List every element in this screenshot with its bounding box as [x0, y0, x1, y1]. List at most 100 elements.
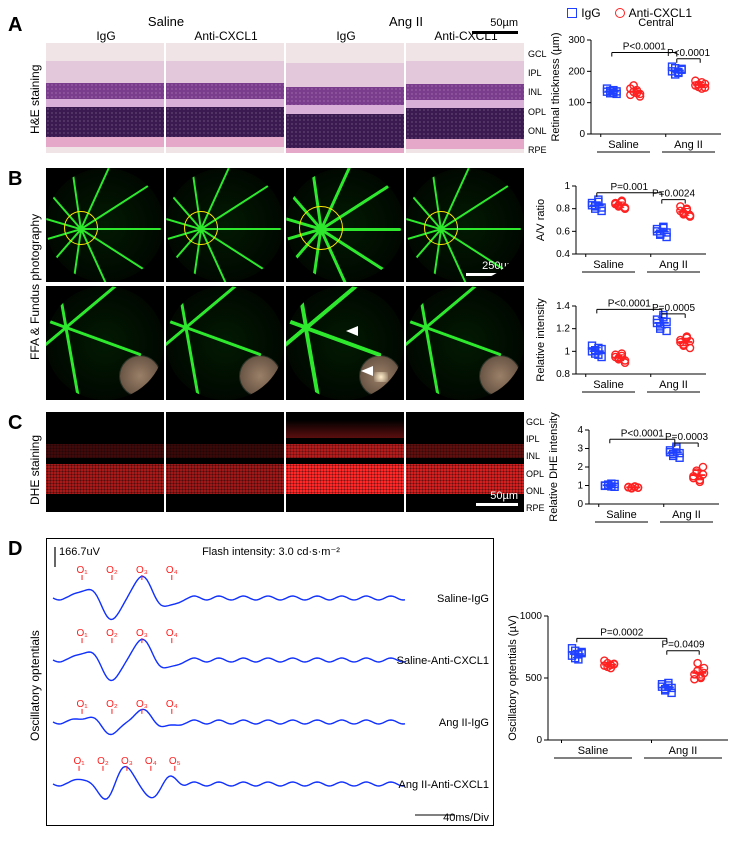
he-micrograph	[46, 43, 164, 153]
panel-D-letter: D	[8, 538, 22, 561]
panel-D-side-label: Oscillatory optentials	[28, 546, 42, 826]
layer-label: ONL	[526, 487, 545, 497]
chart-B-av: 0.4 0.6 0.8 1 A/V ratio Saline Ang II P=0.001P=…	[532, 168, 712, 282]
panel-B: B FFA & Fundus photography 250µm 0.40.60…	[8, 168, 732, 406]
svg-text:0: 0	[579, 129, 585, 140]
svg-text:O₃: O₃	[121, 756, 133, 767]
svg-text:O₂: O₂	[106, 699, 118, 710]
layer-label: IPL	[526, 435, 545, 445]
svg-text:Central: Central	[638, 17, 673, 29]
layer-label: INL	[526, 452, 545, 462]
dhe-image-row: 50µm	[46, 412, 524, 512]
chart-D: 0 500 1000Oscillatory optentials (µV) Salin…	[504, 598, 732, 768]
dhe-micrograph	[166, 412, 284, 512]
panel-A-side-label: H&E staining	[28, 42, 42, 157]
chart-C: 01234Relative DHE intensitySalineAng IIP…	[545, 412, 725, 532]
chart-A: 0 100 200 300 Retinal thickness (µm) Central S…	[547, 14, 727, 162]
ffa-image	[46, 168, 164, 282]
svg-text:Relative intensity: Relative intensity	[535, 298, 547, 382]
svg-text:Saline: Saline	[608, 139, 639, 151]
dhe-micrograph: 50µm	[406, 412, 524, 512]
svg-text:500: 500	[525, 673, 542, 684]
svg-text:Ang II: Ang II	[669, 745, 698, 757]
svg-text:P=0.0409: P=0.0409	[661, 640, 705, 651]
chart-B-intensity: 0.811.21.4Relative intensitySalineAng II…	[532, 288, 712, 402]
svg-text:3: 3	[577, 444, 583, 455]
svg-text:Saline: Saline	[593, 379, 624, 391]
ffa-image	[286, 286, 404, 400]
sub-anti: Anti-CXCL1	[166, 29, 286, 43]
svg-text:1.4: 1.4	[556, 301, 570, 312]
sub-igG: IgG	[286, 29, 406, 43]
svg-text:100: 100	[568, 98, 585, 109]
svg-text:0: 0	[577, 499, 583, 510]
panel-C-side-label: DHE staining	[28, 420, 42, 520]
layer-labels-A: GCLIPLINLOPLONLRPE	[526, 48, 547, 158]
he-image-row: 50µm	[46, 43, 526, 153]
svg-text:O₂: O₂	[97, 756, 109, 767]
svg-text:O₄: O₄	[166, 628, 178, 639]
svg-text:Oscillatory optentials (µV): Oscillatory optentials (µV)	[507, 615, 519, 741]
svg-text:2: 2	[577, 462, 583, 473]
ffa-image	[406, 286, 524, 400]
svg-text:Ang II: Ang II	[659, 379, 688, 391]
svg-text:O₂: O₂	[106, 628, 118, 639]
panel-A: A H&E staining Saline Ang II IgG Anti-CX…	[8, 14, 732, 162]
ffa-image	[166, 168, 284, 282]
svg-text:O₁: O₁	[73, 756, 85, 767]
panel-C-letter: C	[8, 412, 22, 435]
svg-text:1: 1	[564, 181, 570, 192]
svg-text:Saline-IgG: Saline-IgG	[437, 593, 489, 605]
svg-text:O₃: O₃	[136, 628, 148, 639]
svg-text:Ang II: Ang II	[672, 509, 701, 521]
svg-text:166.7uV: 166.7uV	[59, 546, 101, 558]
svg-text:Relative DHE intensity: Relative DHE intensity	[548, 412, 560, 522]
figure: IgG Anti-CXCL1 A H&E staining Saline Ang…	[8, 8, 732, 838]
svg-text:0.8: 0.8	[556, 204, 570, 215]
svg-text:0.6: 0.6	[556, 226, 570, 237]
svg-text:300: 300	[568, 35, 585, 46]
ffa-row-1: 250µm	[46, 168, 524, 282]
erg-svg: 166.7uVFlash intensity: 3.0 cd·s·m⁻²40ms…	[47, 539, 495, 827]
ffa-row-2	[46, 286, 524, 400]
svg-text:Saline: Saline	[593, 259, 624, 271]
svg-text:O₄: O₄	[166, 565, 178, 576]
layer-label: RPE	[528, 146, 547, 156]
svg-text:P<0.0001: P<0.0001	[608, 298, 652, 309]
svg-text:0: 0	[536, 735, 542, 746]
panel-D: D Oscillatory optentials 166.7uV Flash in…	[8, 538, 732, 838]
svg-text:4: 4	[577, 425, 583, 436]
svg-text:P=0.0003: P=0.0003	[664, 432, 708, 443]
svg-text:Flash intensity: 3.0 cd·s·m⁻²: Flash intensity: 3.0 cd·s·m⁻²	[202, 546, 340, 558]
svg-text:P=0.0002: P=0.0002	[600, 627, 644, 638]
panel-B-side-label: FFA & Fundus photography	[28, 172, 42, 402]
svg-text:Retinal thickness (µm): Retinal thickness (µm)	[550, 32, 562, 141]
he-micrograph	[286, 43, 404, 153]
svg-text:1000: 1000	[520, 611, 543, 622]
svg-text:1.2: 1.2	[556, 324, 570, 335]
svg-text:Saline: Saline	[606, 509, 637, 521]
svg-text:O₁: O₁	[76, 628, 88, 639]
sub-igG: IgG	[46, 29, 166, 43]
ffa-image: 250µm	[406, 168, 524, 282]
layer-label: IPL	[528, 69, 547, 79]
svg-text:0.4: 0.4	[556, 249, 570, 260]
svg-text:Ang II: Ang II	[659, 259, 688, 271]
he-micrograph: 50µm	[406, 43, 524, 153]
he-micrograph	[166, 43, 284, 153]
svg-text:O₄: O₄	[145, 756, 157, 767]
svg-text:P=0.001: P=0.001	[611, 182, 649, 193]
svg-text:A/V ratio: A/V ratio	[535, 199, 547, 241]
svg-text:P=0.0005: P=0.0005	[652, 303, 696, 314]
erg-traces-box: 166.7uVFlash intensity: 3.0 cd·s·m⁻²40ms…	[46, 538, 494, 826]
svg-text:P=0.0024: P=0.0024	[652, 189, 696, 200]
panel-B-letter: B	[8, 168, 22, 191]
svg-text:200: 200	[568, 66, 585, 77]
svg-text:Saline: Saline	[578, 745, 609, 757]
svg-text:Ang II-Anti-CXCL1: Ang II-Anti-CXCL1	[399, 779, 489, 791]
svg-text:O₃: O₃	[136, 699, 148, 710]
svg-text:O₃: O₃	[136, 565, 148, 576]
ffa-image	[166, 286, 284, 400]
svg-text:0.8: 0.8	[556, 369, 570, 380]
svg-text:P<0.0001: P<0.0001	[666, 48, 710, 59]
